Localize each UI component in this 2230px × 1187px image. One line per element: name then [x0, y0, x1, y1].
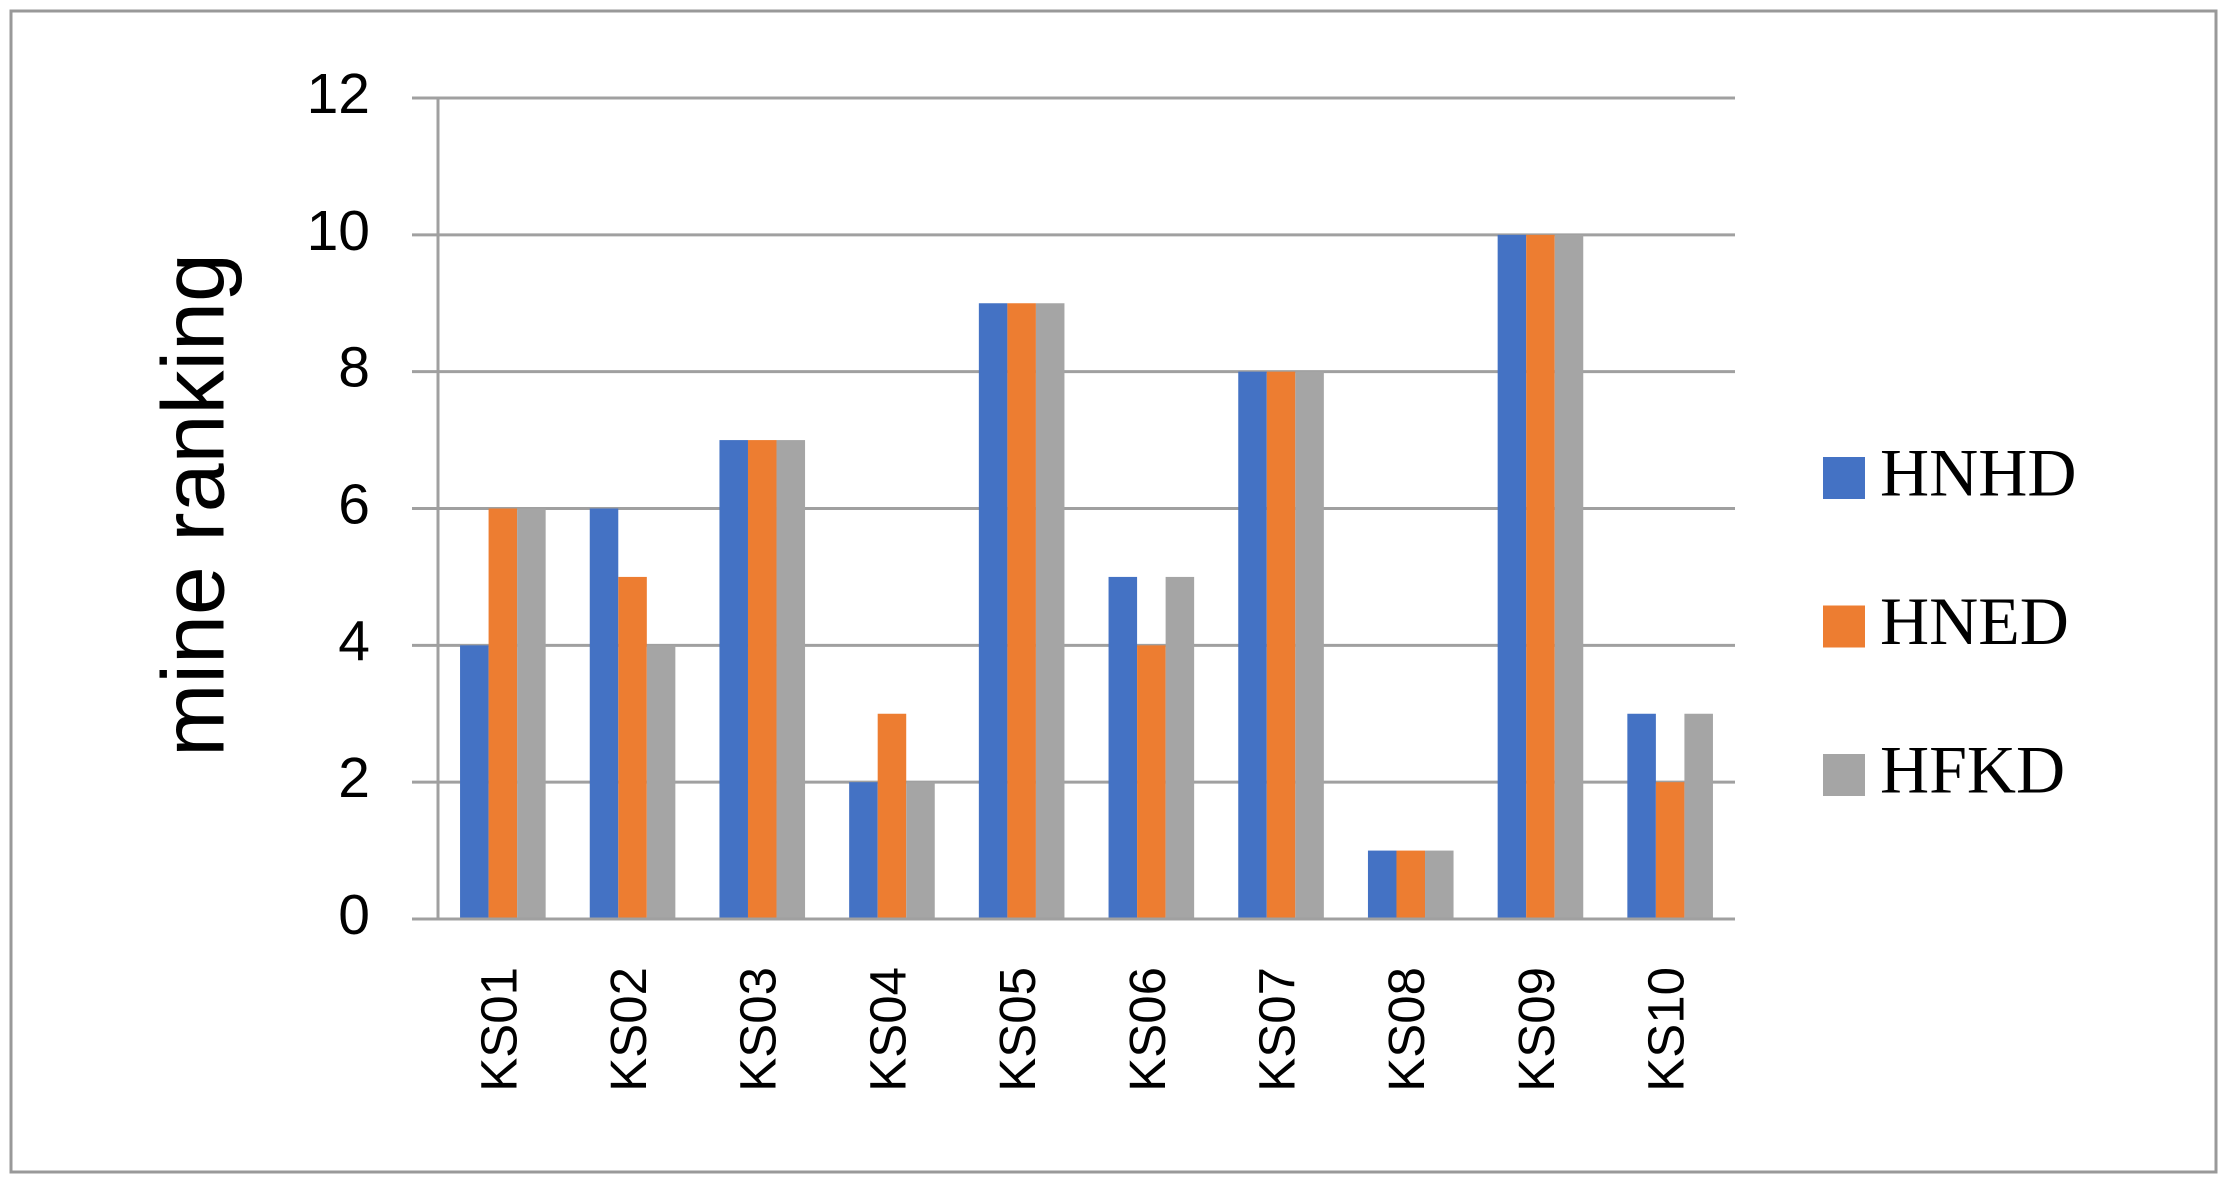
bar	[1295, 371, 1324, 920]
legend-swatch	[1823, 605, 1865, 648]
bar	[719, 440, 748, 919]
bar	[1627, 713, 1656, 919]
bar	[877, 713, 907, 919]
x-tick-label: KS06	[1119, 967, 1176, 1092]
y-tick-label: 8	[338, 336, 370, 400]
x-tick-label: KS03	[730, 967, 787, 1092]
bar	[1238, 371, 1267, 920]
bar	[1497, 234, 1527, 920]
bar	[517, 508, 546, 919]
y-tick-label: 2	[338, 746, 370, 810]
y-axis-label: mine ranking	[143, 253, 242, 757]
bar	[646, 645, 676, 919]
bar	[1137, 645, 1166, 919]
bar	[460, 645, 489, 919]
legend-swatch	[1823, 754, 1865, 796]
bar	[1165, 576, 1195, 919]
x-tick-label: KS08	[1378, 967, 1435, 1092]
bar	[1526, 234, 1555, 920]
bar	[849, 782, 878, 919]
y-tick-label: 4	[338, 609, 370, 673]
x-tick-label: KS10	[1638, 967, 1695, 1092]
x-tick-label: KS09	[1508, 967, 1565, 1092]
legend-label: HNED	[1880, 583, 2069, 659]
bar	[1684, 713, 1713, 919]
y-tick-label: 6	[338, 473, 370, 537]
legend-label: HNHD	[1880, 435, 2076, 511]
bar	[906, 782, 935, 919]
y-tick-label: 12	[307, 62, 370, 126]
legend-label: HFKD	[1880, 732, 2065, 808]
bar	[1554, 234, 1584, 920]
legend-swatch	[1823, 457, 1865, 499]
bar	[1367, 850, 1397, 919]
y-tick-label: 10	[307, 199, 370, 263]
bar	[1396, 850, 1426, 919]
x-tick-label: KS05	[989, 967, 1046, 1092]
bar	[488, 508, 518, 919]
x-tick-label: KS02	[600, 967, 657, 1092]
y-tick-label: 0	[338, 883, 370, 947]
bar	[1655, 782, 1685, 919]
bar	[1108, 576, 1138, 919]
bar	[1425, 850, 1454, 919]
bar	[1266, 371, 1296, 920]
x-tick-label: KS01	[470, 967, 527, 1092]
bar	[747, 440, 777, 919]
x-tick-label: KS04	[859, 967, 916, 1092]
x-tick-label: KS07	[1249, 967, 1306, 1092]
bar	[589, 508, 619, 919]
bar	[618, 576, 647, 919]
bar	[1035, 303, 1065, 919]
bar	[776, 440, 806, 919]
bar	[1007, 303, 1036, 919]
bar	[978, 303, 1008, 919]
